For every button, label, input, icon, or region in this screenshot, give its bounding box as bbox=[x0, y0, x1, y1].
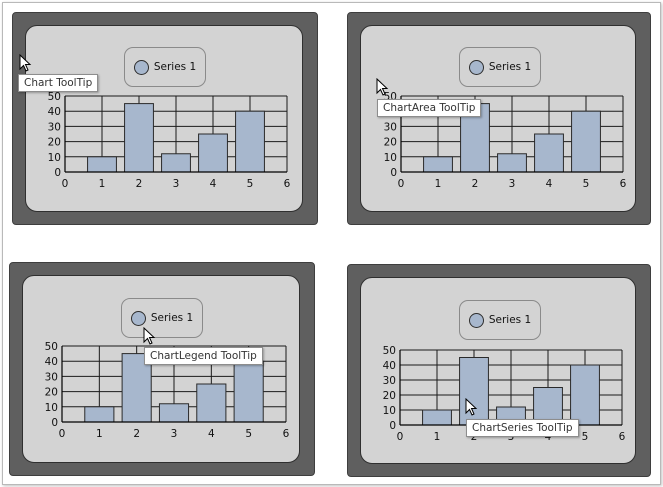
legend-label-1: Series 1 bbox=[153, 61, 197, 73]
x-tick-label: 3 bbox=[173, 178, 180, 190]
bar bbox=[534, 133, 564, 173]
x-tick-label: 1 bbox=[99, 178, 106, 190]
x-tick-label: 0 bbox=[59, 428, 66, 440]
x-tick-label: 5 bbox=[247, 178, 254, 190]
bar bbox=[459, 357, 489, 426]
x-tick-label: 1 bbox=[435, 178, 442, 190]
y-tick-label: 40 bbox=[383, 360, 396, 372]
bar bbox=[84, 406, 115, 423]
bar bbox=[198, 133, 228, 173]
plot-1[interactable]: 0 10 20 30 40 50 0 1 2 3 4 5 6 bbox=[13, 13, 317, 224]
y-tick-label: 0 bbox=[390, 167, 397, 179]
x-tick-label: 4 bbox=[208, 428, 215, 440]
x-tick-label: 5 bbox=[582, 431, 589, 443]
x-tick-label: 5 bbox=[245, 428, 252, 440]
chart-panel-4[interactable]: Series 1 0 10 20 30 40 50 0 1 2 3 4 5 6 bbox=[347, 264, 651, 477]
x-tick-label: 2 bbox=[136, 178, 143, 190]
arrow-cursor-icon bbox=[376, 78, 389, 96]
x-tick-label: 4 bbox=[546, 178, 553, 190]
y-tick-label: 50 bbox=[48, 91, 61, 103]
x-tick-label: 3 bbox=[509, 178, 516, 190]
y-tick-label: 30 bbox=[45, 371, 58, 383]
bar bbox=[570, 364, 600, 426]
y-tick-label: 30 bbox=[48, 121, 61, 133]
bar bbox=[233, 360, 264, 423]
x-tick-label: 4 bbox=[545, 431, 552, 443]
chart-tooltip: Chart ToolTip bbox=[18, 74, 99, 92]
y-tick-label: 20 bbox=[45, 387, 58, 399]
y-tick-label: 50 bbox=[383, 345, 396, 357]
chart-panel-1[interactable]: Series 1 0 10 20 30 40 50 0 1 2 3 4 5 6 bbox=[12, 12, 318, 225]
circle-marker-icon bbox=[468, 59, 484, 75]
y-tick-label: 0 bbox=[51, 417, 58, 429]
x-tick-label: 0 bbox=[397, 431, 404, 443]
chartlegend-tooltip: ChartLegend ToolTip bbox=[144, 347, 263, 365]
y-tick-label: 20 bbox=[48, 137, 61, 149]
x-tick-label: 6 bbox=[284, 178, 291, 190]
circle-marker-icon bbox=[130, 310, 146, 326]
y-tick-label: 10 bbox=[45, 402, 58, 414]
x-tick-label: 1 bbox=[96, 428, 103, 440]
x-tick-label: 0 bbox=[398, 178, 405, 190]
bar bbox=[161, 153, 191, 173]
legend-label-2: Series 1 bbox=[488, 61, 532, 73]
chart-legend-2[interactable]: Series 1 bbox=[459, 47, 541, 87]
plot-4[interactable]: 0 10 20 30 40 50 0 1 2 3 4 5 6 bbox=[348, 265, 650, 476]
bar bbox=[497, 153, 527, 173]
bar bbox=[124, 103, 154, 173]
y-tick-label: 30 bbox=[384, 121, 397, 133]
circle-marker-icon bbox=[468, 312, 484, 328]
y-tick-label: 20 bbox=[384, 137, 397, 149]
y-tick-label: 30 bbox=[383, 375, 396, 387]
y-tick-label: 20 bbox=[383, 390, 396, 402]
y-tick-label: 10 bbox=[383, 405, 396, 417]
y-tick-label: 40 bbox=[48, 106, 61, 118]
arrow-cursor-icon bbox=[465, 398, 478, 416]
x-tick-label: 3 bbox=[171, 428, 178, 440]
legend-label-4: Series 1 bbox=[488, 314, 532, 326]
bar bbox=[158, 403, 190, 423]
bar bbox=[571, 110, 601, 173]
y-tick-label: 10 bbox=[48, 152, 61, 164]
x-tick-label: 3 bbox=[508, 431, 515, 443]
bar bbox=[423, 156, 453, 173]
y-tick-label: 40 bbox=[45, 356, 58, 368]
x-tick-label: 0 bbox=[62, 178, 69, 190]
x-tick-label: 1 bbox=[434, 431, 441, 443]
legend-label-3: Series 1 bbox=[150, 312, 194, 324]
x-tick-label: 2 bbox=[472, 178, 479, 190]
x-tick-label: 6 bbox=[283, 428, 290, 440]
y-tick-label: 50 bbox=[45, 341, 58, 353]
y-tick-label: 0 bbox=[389, 420, 396, 432]
bar bbox=[422, 409, 452, 426]
x-tick-label: 5 bbox=[583, 178, 590, 190]
y-tick-label: 0 bbox=[54, 167, 61, 179]
x-tick-label: 2 bbox=[133, 428, 140, 440]
chart-legend-4[interactable]: Series 1 bbox=[459, 300, 541, 340]
chartarea-tooltip: ChartArea ToolTip bbox=[377, 99, 482, 117]
x-tick-label: 6 bbox=[619, 431, 626, 443]
bar bbox=[87, 156, 117, 173]
chart-legend-3[interactable]: Series 1 bbox=[121, 298, 203, 338]
chart-panel-3[interactable]: Series 1 0 10 20 30 40 50 0 1 2 3 4 5 6 bbox=[9, 262, 315, 476]
circle-marker-icon bbox=[133, 59, 149, 75]
chart-legend-1[interactable]: Series 1 bbox=[124, 47, 206, 87]
x-tick-label: 2 bbox=[471, 431, 478, 443]
plot-3[interactable]: 0 10 20 30 40 50 0 1 2 3 4 5 6 bbox=[10, 263, 314, 475]
bar bbox=[196, 383, 227, 423]
arrow-cursor-icon bbox=[19, 54, 32, 72]
y-tick-label: 10 bbox=[384, 152, 397, 164]
bar bbox=[533, 387, 563, 426]
x-tick-label: 4 bbox=[210, 178, 217, 190]
x-tick-label: 6 bbox=[620, 178, 627, 190]
arrow-cursor-icon bbox=[143, 327, 156, 345]
chartseries-tooltip: ChartSeries ToolTip bbox=[466, 419, 579, 437]
bar bbox=[235, 110, 265, 173]
